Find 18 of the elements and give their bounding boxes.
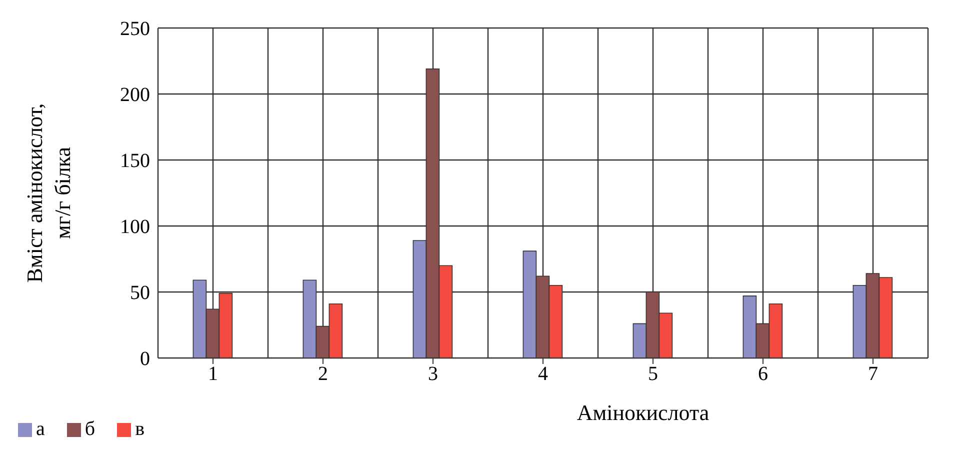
x-tick-label: 1 (208, 363, 218, 386)
x-axis-title: Амінокислота (576, 400, 710, 425)
y-tick-label: 250 (120, 18, 150, 40)
y-tick-label: 0 (140, 348, 150, 370)
y-tick-label: 200 (120, 84, 150, 106)
x-tick-label: 6 (758, 363, 768, 386)
x-tick-label: 3 (428, 363, 438, 386)
x-tick-label: 7 (868, 363, 878, 386)
legend-label: б (84, 418, 96, 440)
y-tick-label: 150 (120, 150, 150, 172)
legend-label: а (36, 418, 45, 440)
y-axis-title: Вміст амінокислот, мг/г білка (22, 103, 75, 283)
y-tick-label: 100 (120, 216, 150, 238)
x-tick-label: 2 (318, 363, 328, 386)
legend-label: в (135, 418, 145, 440)
x-tick-label: 5 (648, 363, 658, 386)
y-tick-label: 50 (130, 282, 150, 304)
x-tick-label: 4 (538, 363, 548, 386)
